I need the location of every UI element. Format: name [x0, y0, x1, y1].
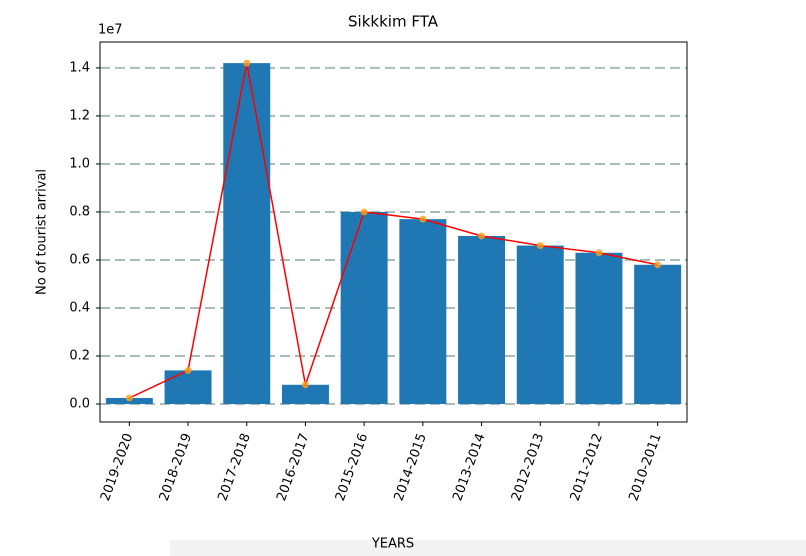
x-tick-label: 2012-2013 — [509, 431, 547, 503]
x-tick-label: 2014-2015 — [392, 431, 430, 503]
point-marker — [595, 249, 603, 257]
point-marker — [125, 394, 133, 402]
point-marker — [536, 242, 544, 250]
trend-line — [129, 62, 658, 399]
point-marker — [243, 59, 251, 67]
bar — [399, 219, 447, 404]
y-tick-label: 0.8 — [69, 204, 90, 219]
x-tick-label: 2015-2016 — [333, 431, 371, 503]
y-tick-label: 0.4 — [69, 300, 90, 315]
x-tick-label: 2013-2014 — [450, 431, 488, 503]
point-marker — [360, 208, 368, 216]
bar — [516, 245, 564, 404]
point-marker — [419, 215, 427, 223]
x-tick-label: 2018-2019 — [157, 431, 195, 503]
x-tick-label: 2016-2017 — [274, 431, 312, 503]
bar — [281, 384, 329, 404]
y-tick-label: 0.2 — [69, 348, 90, 363]
y-tick-label: 1.4 — [69, 60, 90, 75]
point-marker — [184, 366, 192, 374]
y-tick-label: 0.0 — [69, 396, 90, 411]
x-tick-label: 2010-2011 — [626, 431, 664, 503]
y-tick-label: 0.6 — [69, 252, 90, 267]
bar — [340, 211, 388, 404]
x-tick-label: 2017-2018 — [215, 431, 253, 503]
bottom-band — [170, 540, 806, 556]
y-tick-label: 1.2 — [69, 108, 90, 123]
x-tick-label: 2019-2020 — [98, 431, 136, 503]
point-marker — [654, 261, 662, 269]
bar — [575, 252, 623, 404]
bar — [223, 63, 271, 404]
point-marker — [478, 232, 486, 240]
bar — [634, 264, 682, 404]
bar — [458, 235, 506, 404]
x-tick-label: 2011-2012 — [568, 431, 606, 503]
bar — [164, 370, 212, 404]
axes-frame — [99, 41, 688, 423]
y-offset-text: 1e7 — [98, 23, 123, 38]
x-axis-label: YEARS — [371, 537, 414, 552]
point-marker — [301, 381, 309, 389]
y-axis-label: No of tourist arrival — [35, 169, 50, 295]
chart-title: Sikkkim FTA — [348, 13, 439, 31]
y-tick-label: 1.0 — [69, 156, 90, 171]
